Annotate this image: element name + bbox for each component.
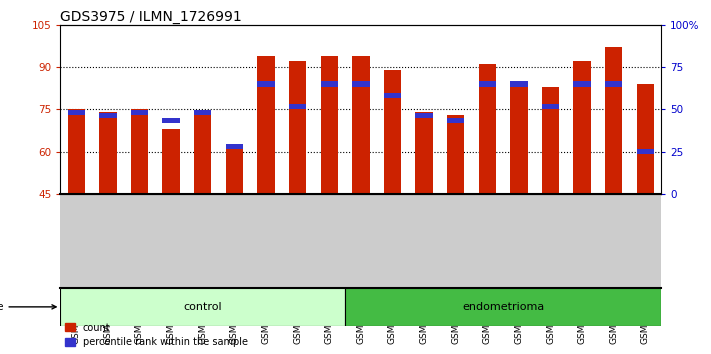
- Bar: [479, 64, 496, 194]
- Bar: [352, 81, 370, 87]
- Bar: [352, 56, 370, 194]
- Bar: [257, 81, 274, 87]
- Text: disease state: disease state: [0, 302, 56, 312]
- Bar: [384, 70, 401, 194]
- Bar: [225, 143, 243, 149]
- Bar: [574, 62, 591, 194]
- Legend: count, percentile rank within the sample: count, percentile rank within the sample: [65, 322, 248, 347]
- Bar: [99, 113, 117, 118]
- Bar: [447, 115, 464, 194]
- Bar: [542, 87, 560, 194]
- Bar: [194, 112, 211, 194]
- Text: control: control: [183, 302, 222, 312]
- Bar: [574, 81, 591, 87]
- Bar: [479, 81, 496, 87]
- Bar: [321, 81, 338, 87]
- Bar: [605, 47, 623, 194]
- Bar: [257, 56, 274, 194]
- Text: endometrioma: endometrioma: [462, 302, 544, 312]
- Bar: [415, 113, 433, 118]
- Bar: [415, 112, 433, 194]
- Bar: [68, 109, 85, 194]
- Bar: [289, 62, 306, 194]
- Bar: [131, 109, 148, 194]
- Bar: [510, 81, 528, 87]
- Bar: [637, 84, 654, 194]
- Bar: [60, 288, 345, 326]
- Bar: [447, 118, 464, 123]
- Bar: [131, 110, 148, 115]
- Bar: [162, 129, 180, 194]
- Bar: [321, 56, 338, 194]
- Bar: [68, 110, 85, 115]
- Bar: [194, 110, 211, 115]
- Bar: [345, 288, 661, 326]
- Bar: [289, 104, 306, 109]
- Bar: [637, 149, 654, 154]
- Bar: [225, 146, 243, 194]
- Bar: [384, 93, 401, 98]
- Bar: [162, 118, 180, 123]
- Text: GDS3975 / ILMN_1726991: GDS3975 / ILMN_1726991: [60, 10, 242, 24]
- Bar: [510, 87, 528, 194]
- Bar: [99, 112, 117, 194]
- Bar: [605, 81, 623, 87]
- Bar: [542, 104, 560, 109]
